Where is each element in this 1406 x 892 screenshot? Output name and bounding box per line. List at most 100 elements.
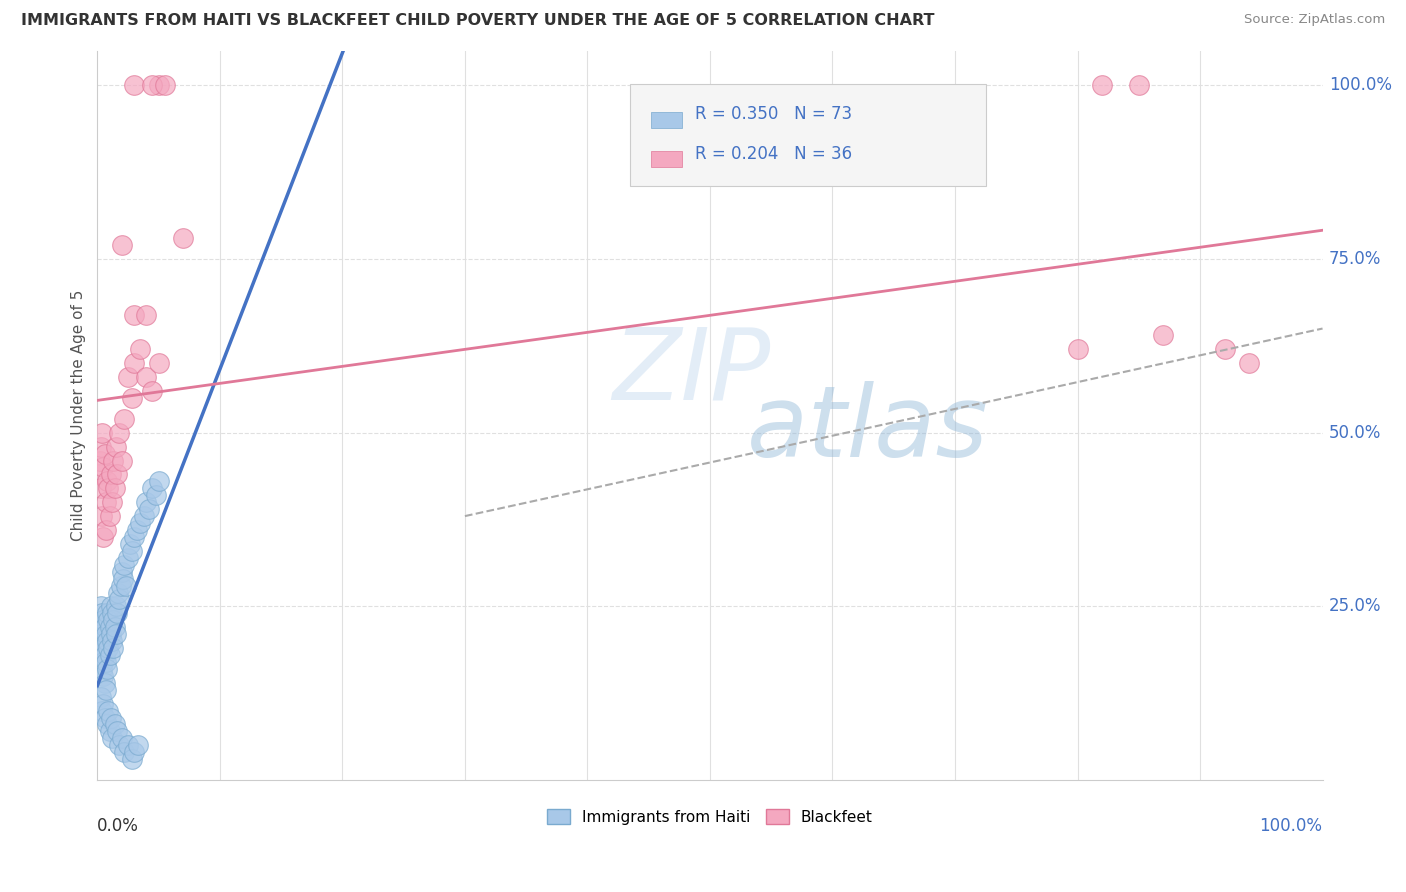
Point	[121, 544, 143, 558]
Point	[90, 627, 112, 641]
Point	[1213, 343, 1236, 357]
Point	[135, 370, 157, 384]
Point	[105, 607, 128, 621]
Point	[135, 308, 157, 322]
Point	[91, 704, 114, 718]
Point	[104, 440, 127, 454]
Point	[100, 467, 122, 482]
Point	[96, 607, 118, 621]
Point	[1066, 343, 1088, 357]
Point	[121, 391, 143, 405]
Point	[104, 599, 127, 614]
Point	[107, 585, 129, 599]
Point	[101, 634, 124, 648]
Point	[97, 704, 120, 718]
Point	[98, 648, 121, 662]
Point	[122, 745, 145, 759]
Point	[148, 78, 170, 93]
Text: R = 0.204   N = 36: R = 0.204 N = 36	[695, 145, 852, 163]
Point	[105, 724, 128, 739]
Point	[111, 565, 134, 579]
Point	[148, 356, 170, 370]
Point	[93, 675, 115, 690]
FancyBboxPatch shape	[651, 112, 682, 128]
Point	[117, 550, 139, 565]
Point	[117, 739, 139, 753]
Point	[100, 627, 122, 641]
Point	[111, 731, 134, 746]
FancyBboxPatch shape	[651, 151, 682, 168]
FancyBboxPatch shape	[630, 84, 986, 186]
Point	[96, 717, 118, 731]
Point	[129, 343, 152, 357]
Point	[93, 655, 115, 669]
Point	[89, 620, 111, 634]
Point	[89, 648, 111, 662]
Point	[98, 620, 121, 634]
Point	[87, 634, 110, 648]
Text: 100.0%: 100.0%	[1260, 816, 1323, 835]
Point	[100, 710, 122, 724]
Point	[91, 425, 114, 440]
Legend: Immigrants from Haiti, Blackfeet: Immigrants from Haiti, Blackfeet	[541, 803, 879, 830]
Point	[104, 627, 127, 641]
Point	[93, 710, 115, 724]
Point	[108, 592, 131, 607]
Text: 100.0%: 100.0%	[1329, 77, 1392, 95]
Point	[153, 78, 176, 93]
Point	[1237, 356, 1260, 370]
Point	[103, 481, 125, 495]
Point	[141, 78, 163, 93]
Point	[148, 475, 170, 489]
Point	[103, 717, 125, 731]
Point	[93, 669, 115, 683]
Point	[93, 613, 115, 627]
Point	[1128, 78, 1150, 93]
Text: R = 0.350   N = 73: R = 0.350 N = 73	[695, 105, 852, 123]
Point	[122, 530, 145, 544]
Point	[93, 648, 115, 662]
Point	[125, 523, 148, 537]
Point	[108, 739, 131, 753]
Text: IMMIGRANTS FROM HAITI VS BLACKFEET CHILD POVERTY UNDER THE AGE OF 5 CORRELATION : IMMIGRANTS FROM HAITI VS BLACKFEET CHILD…	[21, 13, 935, 29]
Y-axis label: Child Poverty Under the Age of 5: Child Poverty Under the Age of 5	[72, 290, 86, 541]
Point	[97, 481, 120, 495]
Point	[103, 641, 125, 656]
Point	[141, 384, 163, 398]
Point	[93, 641, 115, 656]
Point	[91, 662, 114, 676]
Point	[101, 607, 124, 621]
Point	[112, 412, 135, 426]
Point	[90, 690, 112, 704]
Point	[138, 502, 160, 516]
Point	[93, 460, 115, 475]
Point	[111, 453, 134, 467]
Point	[103, 453, 125, 467]
Point	[1091, 78, 1114, 93]
Point	[121, 752, 143, 766]
Point	[90, 641, 112, 656]
Point	[91, 509, 114, 524]
Point	[110, 578, 132, 592]
Point	[101, 495, 124, 509]
Point	[103, 613, 125, 627]
Point	[141, 481, 163, 495]
Point	[93, 530, 115, 544]
Point	[98, 724, 121, 739]
Point	[112, 558, 135, 572]
Point	[122, 78, 145, 93]
Point	[145, 488, 167, 502]
Point	[135, 495, 157, 509]
Point	[93, 446, 115, 460]
Point	[94, 495, 117, 509]
Point	[94, 682, 117, 697]
Point	[97, 613, 120, 627]
Point	[94, 523, 117, 537]
Point	[117, 370, 139, 384]
Point	[98, 509, 121, 524]
Point	[105, 467, 128, 482]
Point	[100, 599, 122, 614]
Point	[1152, 328, 1174, 343]
Point	[127, 739, 149, 753]
Text: ZIP: ZIP	[612, 323, 770, 420]
